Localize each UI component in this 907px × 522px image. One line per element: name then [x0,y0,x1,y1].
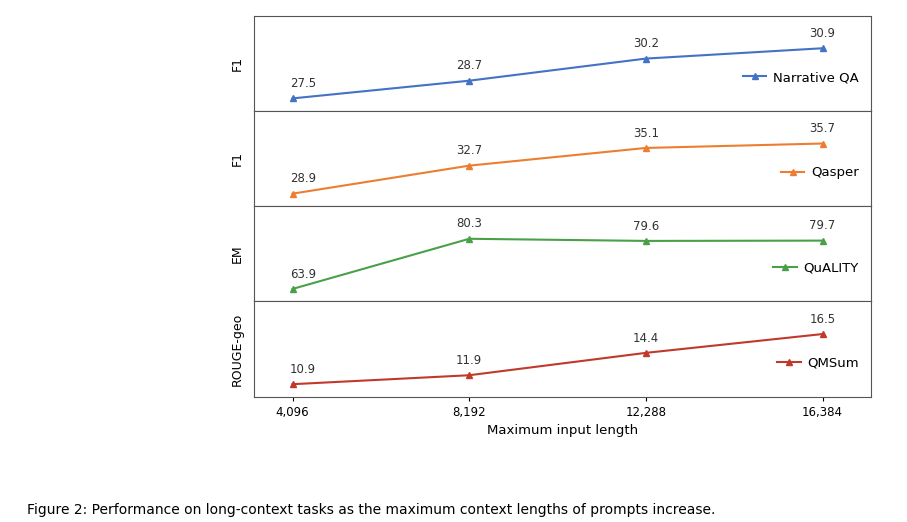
Y-axis label: F1: F1 [230,151,244,166]
Y-axis label: EM: EM [230,244,244,263]
Y-axis label: ROUGE-geo: ROUGE-geo [230,313,244,386]
Text: 27.5: 27.5 [290,77,316,90]
Text: 30.2: 30.2 [633,37,658,50]
Text: 79.7: 79.7 [809,219,835,232]
Text: 79.6: 79.6 [633,220,659,233]
Text: 32.7: 32.7 [456,144,483,157]
Legend: QMSum: QMSum [772,352,864,375]
Text: 30.9: 30.9 [810,27,835,40]
Text: 16.5: 16.5 [810,313,835,326]
Text: Figure 2: Performance on long-context tasks as the maximum context lengths of pr: Figure 2: Performance on long-context ta… [27,503,716,517]
Legend: Narrative QA: Narrative QA [737,66,864,89]
Text: 14.4: 14.4 [633,331,659,345]
Y-axis label: F1: F1 [230,56,244,71]
Text: 10.9: 10.9 [290,363,316,376]
Legend: Qasper: Qasper [775,161,864,185]
Text: 80.3: 80.3 [456,218,483,230]
Legend: QuALITY: QuALITY [768,256,864,280]
Text: 35.1: 35.1 [633,127,658,139]
X-axis label: Maximum input length: Maximum input length [487,424,638,437]
Text: 11.9: 11.9 [456,354,483,367]
Text: 28.7: 28.7 [456,60,483,73]
Text: 28.9: 28.9 [290,172,316,185]
Text: 63.9: 63.9 [290,268,316,281]
Text: 35.7: 35.7 [810,122,835,135]
